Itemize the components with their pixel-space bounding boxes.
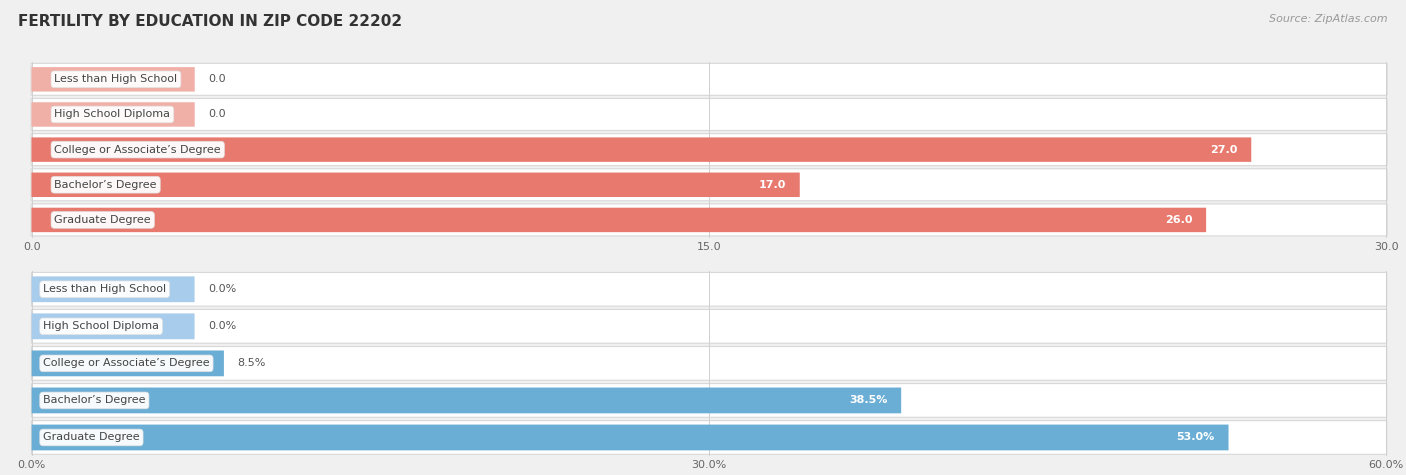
FancyBboxPatch shape	[31, 63, 1388, 95]
FancyBboxPatch shape	[31, 67, 194, 92]
Text: Graduate Degree: Graduate Degree	[44, 432, 139, 443]
FancyBboxPatch shape	[31, 421, 1386, 454]
Text: 0.0%: 0.0%	[208, 321, 236, 332]
Text: 8.5%: 8.5%	[238, 358, 266, 369]
Text: High School Diploma: High School Diploma	[55, 109, 170, 120]
FancyBboxPatch shape	[31, 133, 1388, 166]
Text: Graduate Degree: Graduate Degree	[55, 215, 150, 225]
FancyBboxPatch shape	[32, 388, 901, 413]
Text: FERTILITY BY EDUCATION IN ZIP CODE 22202: FERTILITY BY EDUCATION IN ZIP CODE 22202	[18, 14, 402, 29]
FancyBboxPatch shape	[31, 169, 1388, 201]
Text: 0.0: 0.0	[208, 109, 225, 120]
FancyBboxPatch shape	[32, 351, 224, 376]
Text: 27.0: 27.0	[1211, 144, 1237, 155]
Text: 0.0: 0.0	[208, 74, 225, 85]
FancyBboxPatch shape	[32, 425, 1229, 450]
Text: College or Associate’s Degree: College or Associate’s Degree	[44, 358, 209, 369]
Text: 26.0: 26.0	[1164, 215, 1192, 225]
FancyBboxPatch shape	[32, 314, 194, 339]
FancyBboxPatch shape	[31, 172, 800, 197]
FancyBboxPatch shape	[31, 102, 194, 127]
Text: High School Diploma: High School Diploma	[44, 321, 159, 332]
Text: 17.0: 17.0	[758, 180, 786, 190]
FancyBboxPatch shape	[31, 273, 1386, 306]
FancyBboxPatch shape	[31, 384, 1386, 417]
Text: College or Associate’s Degree: College or Associate’s Degree	[55, 144, 221, 155]
FancyBboxPatch shape	[31, 347, 1386, 380]
FancyBboxPatch shape	[31, 98, 1388, 131]
Text: 53.0%: 53.0%	[1177, 432, 1215, 443]
Text: Bachelor’s Degree: Bachelor’s Degree	[44, 395, 146, 406]
FancyBboxPatch shape	[31, 204, 1388, 236]
FancyBboxPatch shape	[31, 310, 1386, 343]
Text: Source: ZipAtlas.com: Source: ZipAtlas.com	[1270, 14, 1388, 24]
Text: Less than High School: Less than High School	[55, 74, 177, 85]
Text: 38.5%: 38.5%	[849, 395, 887, 406]
Text: 0.0%: 0.0%	[208, 284, 236, 294]
Text: Bachelor’s Degree: Bachelor’s Degree	[55, 180, 157, 190]
Text: Less than High School: Less than High School	[44, 284, 166, 294]
FancyBboxPatch shape	[31, 137, 1251, 162]
FancyBboxPatch shape	[32, 276, 194, 302]
FancyBboxPatch shape	[31, 208, 1206, 232]
